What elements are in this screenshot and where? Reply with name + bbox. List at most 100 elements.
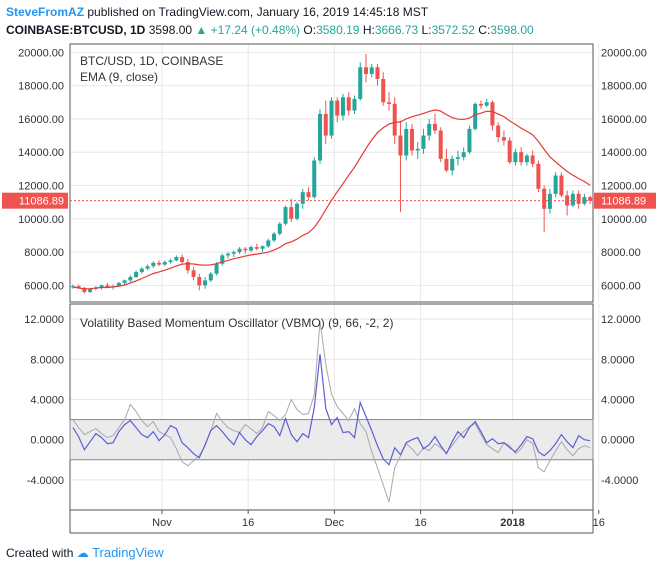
candle-body: [76, 286, 81, 288]
candle[interactable]: [128, 275, 133, 283]
candle[interactable]: [542, 185, 547, 233]
candle[interactable]: [352, 95, 357, 114]
candle[interactable]: [174, 255, 179, 262]
candle-body: [421, 135, 426, 149]
candle[interactable]: [168, 258, 173, 264]
candle[interactable]: [432, 113, 437, 134]
candle[interactable]: [249, 245, 254, 253]
price-tick-left: 18000.00: [18, 81, 64, 93]
candle-body: [547, 193, 552, 209]
candle[interactable]: [203, 277, 208, 289]
candle[interactable]: [576, 190, 581, 209]
candle[interactable]: [490, 100, 495, 131]
candle-body: [398, 135, 403, 156]
candle[interactable]: [226, 252, 231, 259]
time-axis[interactable]: Nov 16 Dec 16 2018 16: [152, 510, 605, 529]
symbol-name[interactable]: COINBASE:BTCUSD, 1D: [6, 23, 146, 37]
candle[interactable]: [208, 272, 213, 283]
candle[interactable]: [70, 284, 75, 289]
candle[interactable]: [283, 205, 288, 226]
candle[interactable]: [484, 98, 489, 108]
candle[interactable]: [415, 142, 420, 159]
candle[interactable]: [559, 172, 564, 198]
candle[interactable]: [473, 102, 478, 131]
high-label: H:: [362, 23, 375, 37]
candle[interactable]: [145, 264, 150, 271]
candle[interactable]: [260, 245, 265, 253]
candle[interactable]: [289, 198, 294, 223]
candle[interactable]: [306, 187, 311, 201]
candle[interactable]: [237, 247, 242, 254]
candle[interactable]: [162, 260, 167, 267]
candle[interactable]: [398, 120, 403, 213]
candle[interactable]: [139, 267, 144, 274]
candle[interactable]: [335, 97, 340, 123]
candle[interactable]: [513, 148, 518, 166]
candle[interactable]: [519, 147, 524, 166]
candle[interactable]: [300, 188, 305, 209]
candle[interactable]: [243, 247, 248, 254]
candle[interactable]: [409, 123, 414, 156]
candle[interactable]: [295, 202, 300, 221]
candle[interactable]: [588, 195, 593, 204]
candle[interactable]: [421, 128, 426, 154]
candle[interactable]: [82, 287, 87, 294]
chart-canvas[interactable]: 20000.00 20000.00 18000.00 18000.00 16000.00…: [0, 36, 663, 546]
candle[interactable]: [358, 62, 363, 101]
candle[interactable]: [180, 254, 185, 264]
candle[interactable]: [381, 72, 386, 106]
candle[interactable]: [438, 127, 443, 163]
candle[interactable]: [536, 160, 541, 193]
candle[interactable]: [427, 118, 432, 141]
author-name[interactable]: SteveFromAZ: [6, 5, 85, 19]
candle[interactable]: [363, 53, 368, 83]
candle[interactable]: [386, 92, 391, 111]
candle[interactable]: [329, 97, 334, 139]
candle[interactable]: [197, 273, 202, 291]
candle[interactable]: [312, 157, 317, 199]
candle-body: [174, 257, 179, 261]
candle[interactable]: [392, 97, 397, 144]
candle[interactable]: [266, 238, 271, 248]
candle[interactable]: [496, 122, 501, 143]
candle[interactable]: [478, 100, 483, 109]
candle[interactable]: [524, 153, 529, 166]
candle[interactable]: [455, 150, 460, 166]
candle[interactable]: [530, 150, 535, 168]
candle[interactable]: [507, 137, 512, 164]
candle[interactable]: [444, 148, 449, 173]
candle[interactable]: [134, 270, 139, 278]
candle[interactable]: [151, 261, 156, 268]
candle[interactable]: [317, 108, 323, 164]
oscillator-pane[interactable]: 12.0000 12.0000 8.0000 8.0000 4.0000 4.0000 0.…: [24, 314, 641, 503]
candle[interactable]: [220, 253, 225, 266]
candle[interactable]: [157, 260, 162, 267]
price-pane[interactable]: 20000.00 20000.00 18000.00 18000.00 16000.00…: [2, 47, 656, 294]
candle[interactable]: [404, 122, 409, 161]
tradingview-brand[interactable]: TradingView: [92, 545, 164, 560]
candle[interactable]: [272, 232, 277, 243]
candle-body: [220, 255, 225, 264]
candle[interactable]: [323, 100, 328, 144]
candle[interactable]: [340, 93, 346, 121]
candle[interactable]: [231, 250, 236, 258]
candle[interactable]: [346, 92, 351, 116]
candle[interactable]: [501, 130, 506, 146]
open-label: O:: [303, 23, 317, 37]
candle[interactable]: [547, 188, 552, 214]
candle[interactable]: [122, 279, 127, 285]
candle[interactable]: [277, 222, 282, 236]
candle[interactable]: [461, 147, 466, 161]
candle[interactable]: [369, 63, 374, 78]
candle[interactable]: [254, 243, 259, 251]
candle[interactable]: [565, 190, 570, 216]
candle[interactable]: [375, 63, 380, 86]
candle[interactable]: [570, 190, 575, 208]
candle-body: [283, 207, 288, 224]
candle[interactable]: [450, 155, 455, 176]
candle[interactable]: [191, 267, 196, 281]
candle[interactable]: [553, 172, 558, 198]
candle[interactable]: [582, 193, 587, 206]
candle[interactable]: [185, 258, 190, 274]
candle[interactable]: [467, 125, 472, 154]
